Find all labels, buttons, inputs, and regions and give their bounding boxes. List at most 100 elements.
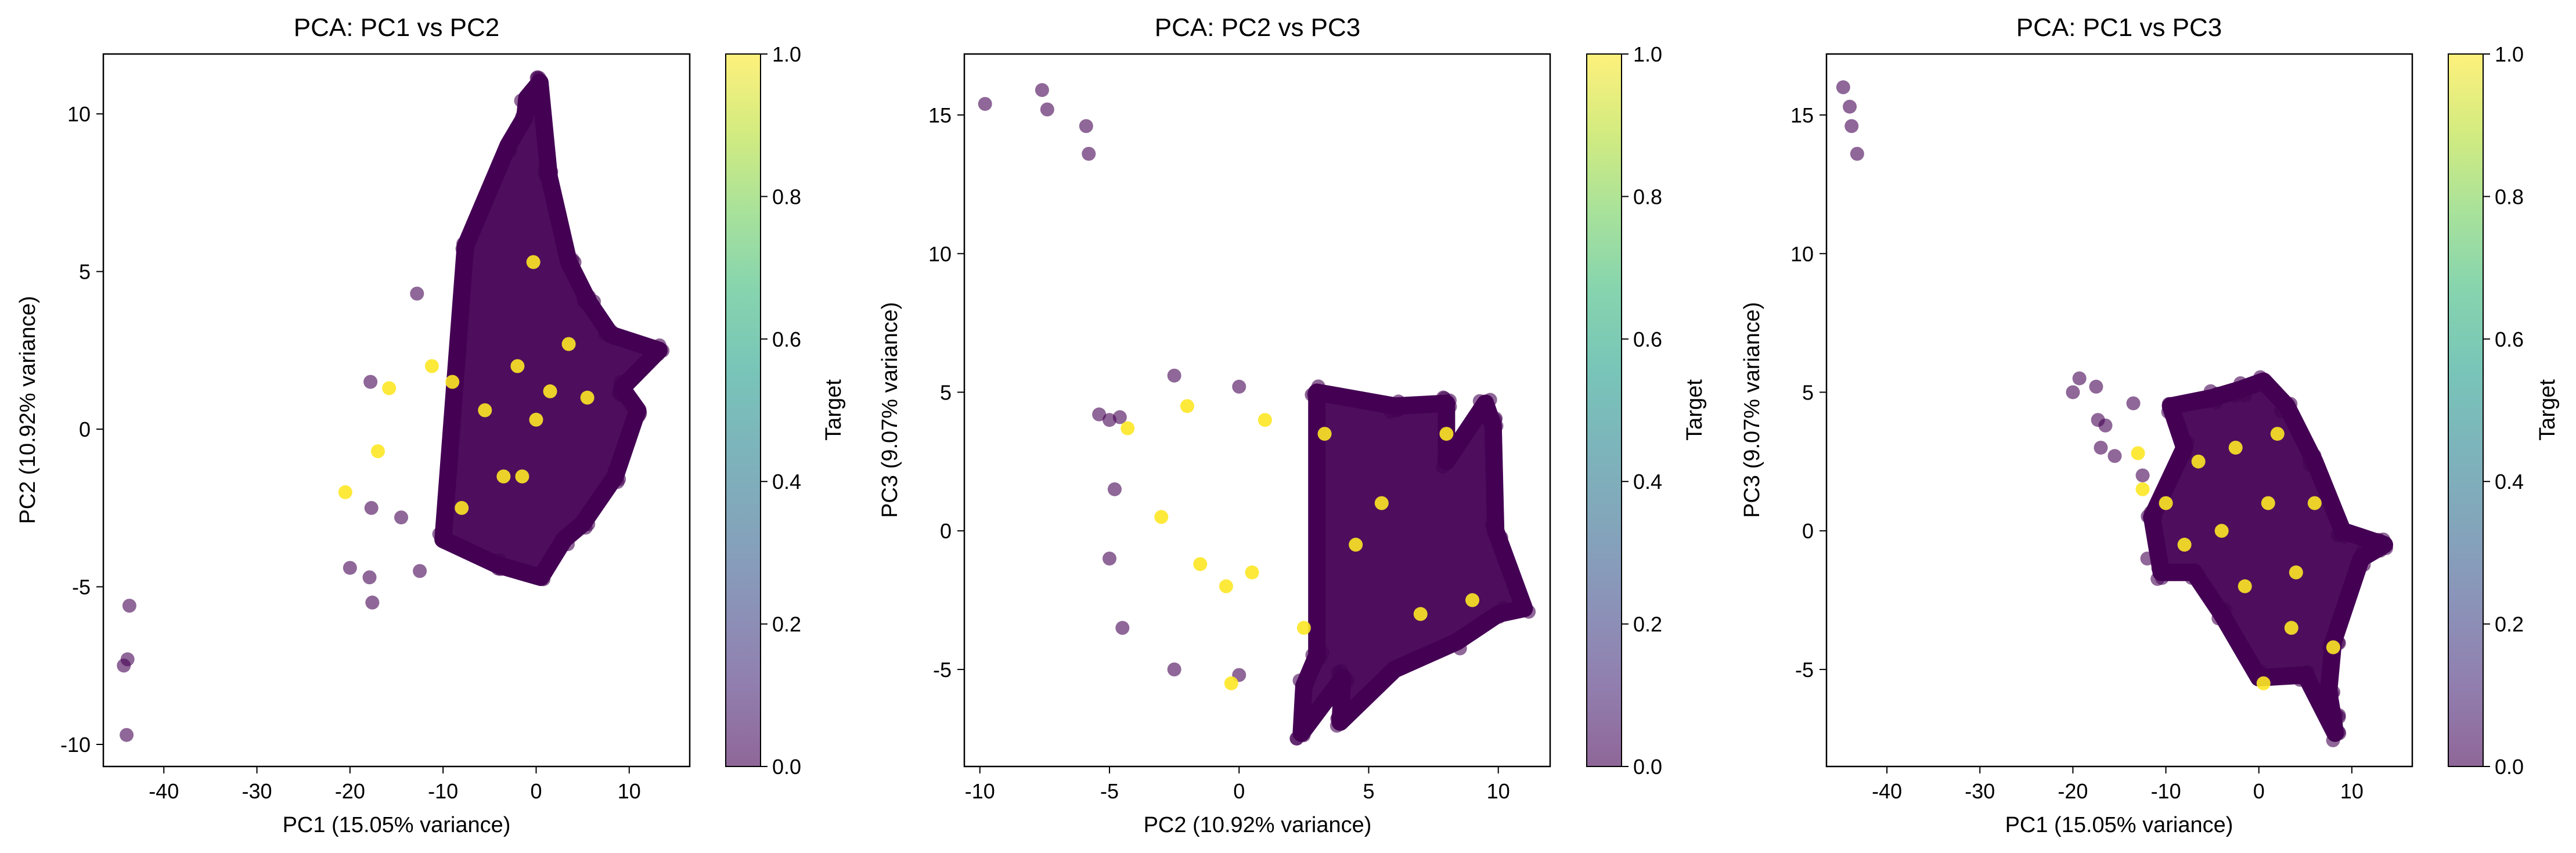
scatter-point (1439, 454, 1454, 469)
scatter-point (1180, 399, 1194, 413)
y-axis-ticks: -5 0 5 10 15 (1790, 103, 1826, 682)
panel-pc1-vs-pc2: -40 -30 -20 -10 0 10 -10 -5 0 5 10 PCA: PC1 vs PC… (16, 13, 846, 837)
scatter-point (1491, 607, 1505, 621)
scatter-point (363, 375, 378, 389)
x-axis-ticks: -10 -5 0 5 10 (965, 766, 1510, 803)
scatter-point (652, 343, 666, 358)
scatter-point (978, 96, 992, 111)
x-axis-ticks: -40 -30 -20 -10 0 10 (1872, 766, 2364, 803)
colorbar-tick-label: 1.0 (2495, 42, 2524, 66)
y-tick-label: -5 (1795, 658, 1814, 682)
x-tick-label: -10 (2151, 779, 2181, 803)
colorbar-gradient (1587, 54, 1622, 766)
x-tick-label: 0 (530, 779, 542, 803)
scatter-point (631, 403, 645, 417)
chart-title: PCA: PC1 vs PC2 (294, 13, 500, 42)
scatter-point (1219, 579, 1233, 593)
scatter-point (2261, 496, 2275, 510)
x-tick-label: 0 (2253, 779, 2265, 803)
scatter-point (1294, 726, 1309, 740)
scatter-point (1035, 83, 1049, 98)
scatter-point (561, 337, 576, 351)
colorbar-gradient (726, 54, 761, 766)
panel-pc1-vs-pc3: -40 -30 -20 -10 0 10 -5 0 5 10 15 PCA: PC1 vs PC3… (1740, 13, 2560, 837)
scatter-point (1439, 396, 1454, 411)
scatter-point (2328, 726, 2343, 740)
scatter-point (478, 403, 492, 417)
y-tick-label: 5 (1802, 380, 1814, 404)
colorbar-tick-label: 0.0 (1633, 755, 1662, 779)
scatter-point (1850, 146, 1864, 161)
scatter-point (1103, 551, 1117, 566)
x-tick-label: -20 (335, 779, 365, 803)
scatter-point (2284, 621, 2298, 635)
x-tick-label: -30 (242, 779, 272, 803)
x-tick-label: -10 (965, 779, 995, 803)
scatter-point (1310, 649, 1324, 663)
scatter-point (365, 595, 380, 610)
x-tick-label: 10 (2340, 779, 2364, 803)
scatter-point (2256, 676, 2271, 690)
x-tick-label: 0 (1233, 779, 1245, 803)
colorbar: 0.0 0.2 0.4 0.6 0.8 1.0 Target (2448, 42, 2560, 779)
scatter-point (561, 255, 576, 269)
colorbar-ticks: 0.0 0.2 0.4 0.6 0.8 1.0 (761, 42, 801, 779)
scatter-point (2163, 399, 2178, 413)
scatter-point (582, 296, 596, 310)
x-tick-label: -40 (149, 779, 179, 803)
scatter-point (2154, 565, 2168, 580)
scatter-point (1040, 102, 1054, 117)
x-tick-label: -30 (1965, 779, 1995, 803)
scatter-point (490, 557, 505, 572)
colorbar-frame (2448, 53, 2484, 767)
scatter-point (1489, 524, 1503, 538)
scatter-point (518, 110, 532, 124)
colorbar-tick-label: 0.8 (2495, 185, 2524, 208)
chart-title: PCA: PC1 vs PC3 (2016, 13, 2222, 42)
colorbar-tick-label: 0.2 (1633, 613, 1662, 636)
colorbar-label: Target (822, 379, 846, 441)
scatter-point (382, 381, 397, 395)
scatter-point (1333, 715, 1348, 729)
scatter-point (2214, 524, 2229, 538)
scatter-point (2126, 396, 2141, 411)
colorbar-gradient (2448, 54, 2483, 766)
scatter-point (362, 570, 377, 585)
scatter-point (1296, 679, 1311, 693)
scatter-point (1413, 607, 1428, 621)
scatter-point (2326, 712, 2340, 726)
y-tick-label: 10 (67, 102, 91, 126)
scatter-point (2289, 565, 2303, 580)
panel-pc2-vs-pc3: -10 -5 0 5 10 -5 0 5 10 15 PCA: PC2 vs PC3 PC2 (… (878, 13, 1707, 837)
scatter-point (603, 327, 618, 342)
scatter-point (343, 560, 357, 575)
scatter-point (580, 390, 595, 405)
scatter-point (2177, 538, 2192, 552)
scatter-point (2159, 496, 2173, 510)
scatter-points-pc1-pc3 (1836, 80, 2394, 747)
scatter-point (1258, 413, 1272, 427)
cluster-core (434, 73, 668, 586)
x-tick-label: -20 (2058, 779, 2088, 803)
scatter-point (1388, 662, 1402, 676)
scatter-point (1844, 119, 1859, 134)
y-tick-label: 5 (79, 260, 91, 284)
scatter-point (2177, 440, 2192, 455)
scatter-point (120, 728, 134, 742)
scatter-point (2135, 482, 2150, 496)
scatter-point (2191, 454, 2206, 469)
scatter-point (364, 501, 379, 515)
scatter-point (1843, 99, 1857, 114)
scatter-point (2072, 371, 2087, 386)
colorbar-tick-label: 0.4 (2495, 470, 2524, 494)
y-tick-label: 0 (79, 417, 91, 441)
colorbar-frame (1586, 53, 1622, 767)
scatter-point (2135, 468, 2150, 483)
colorbar-tick-label: 0.2 (772, 613, 801, 636)
y-tick-label: 15 (1790, 103, 1814, 127)
scatter-point (2098, 418, 2113, 433)
x-tick-label: -10 (428, 779, 458, 803)
colorbar: 0.0 0.2 0.4 0.6 0.8 1.0 Target (1586, 42, 1707, 779)
scatter-point (370, 444, 385, 459)
